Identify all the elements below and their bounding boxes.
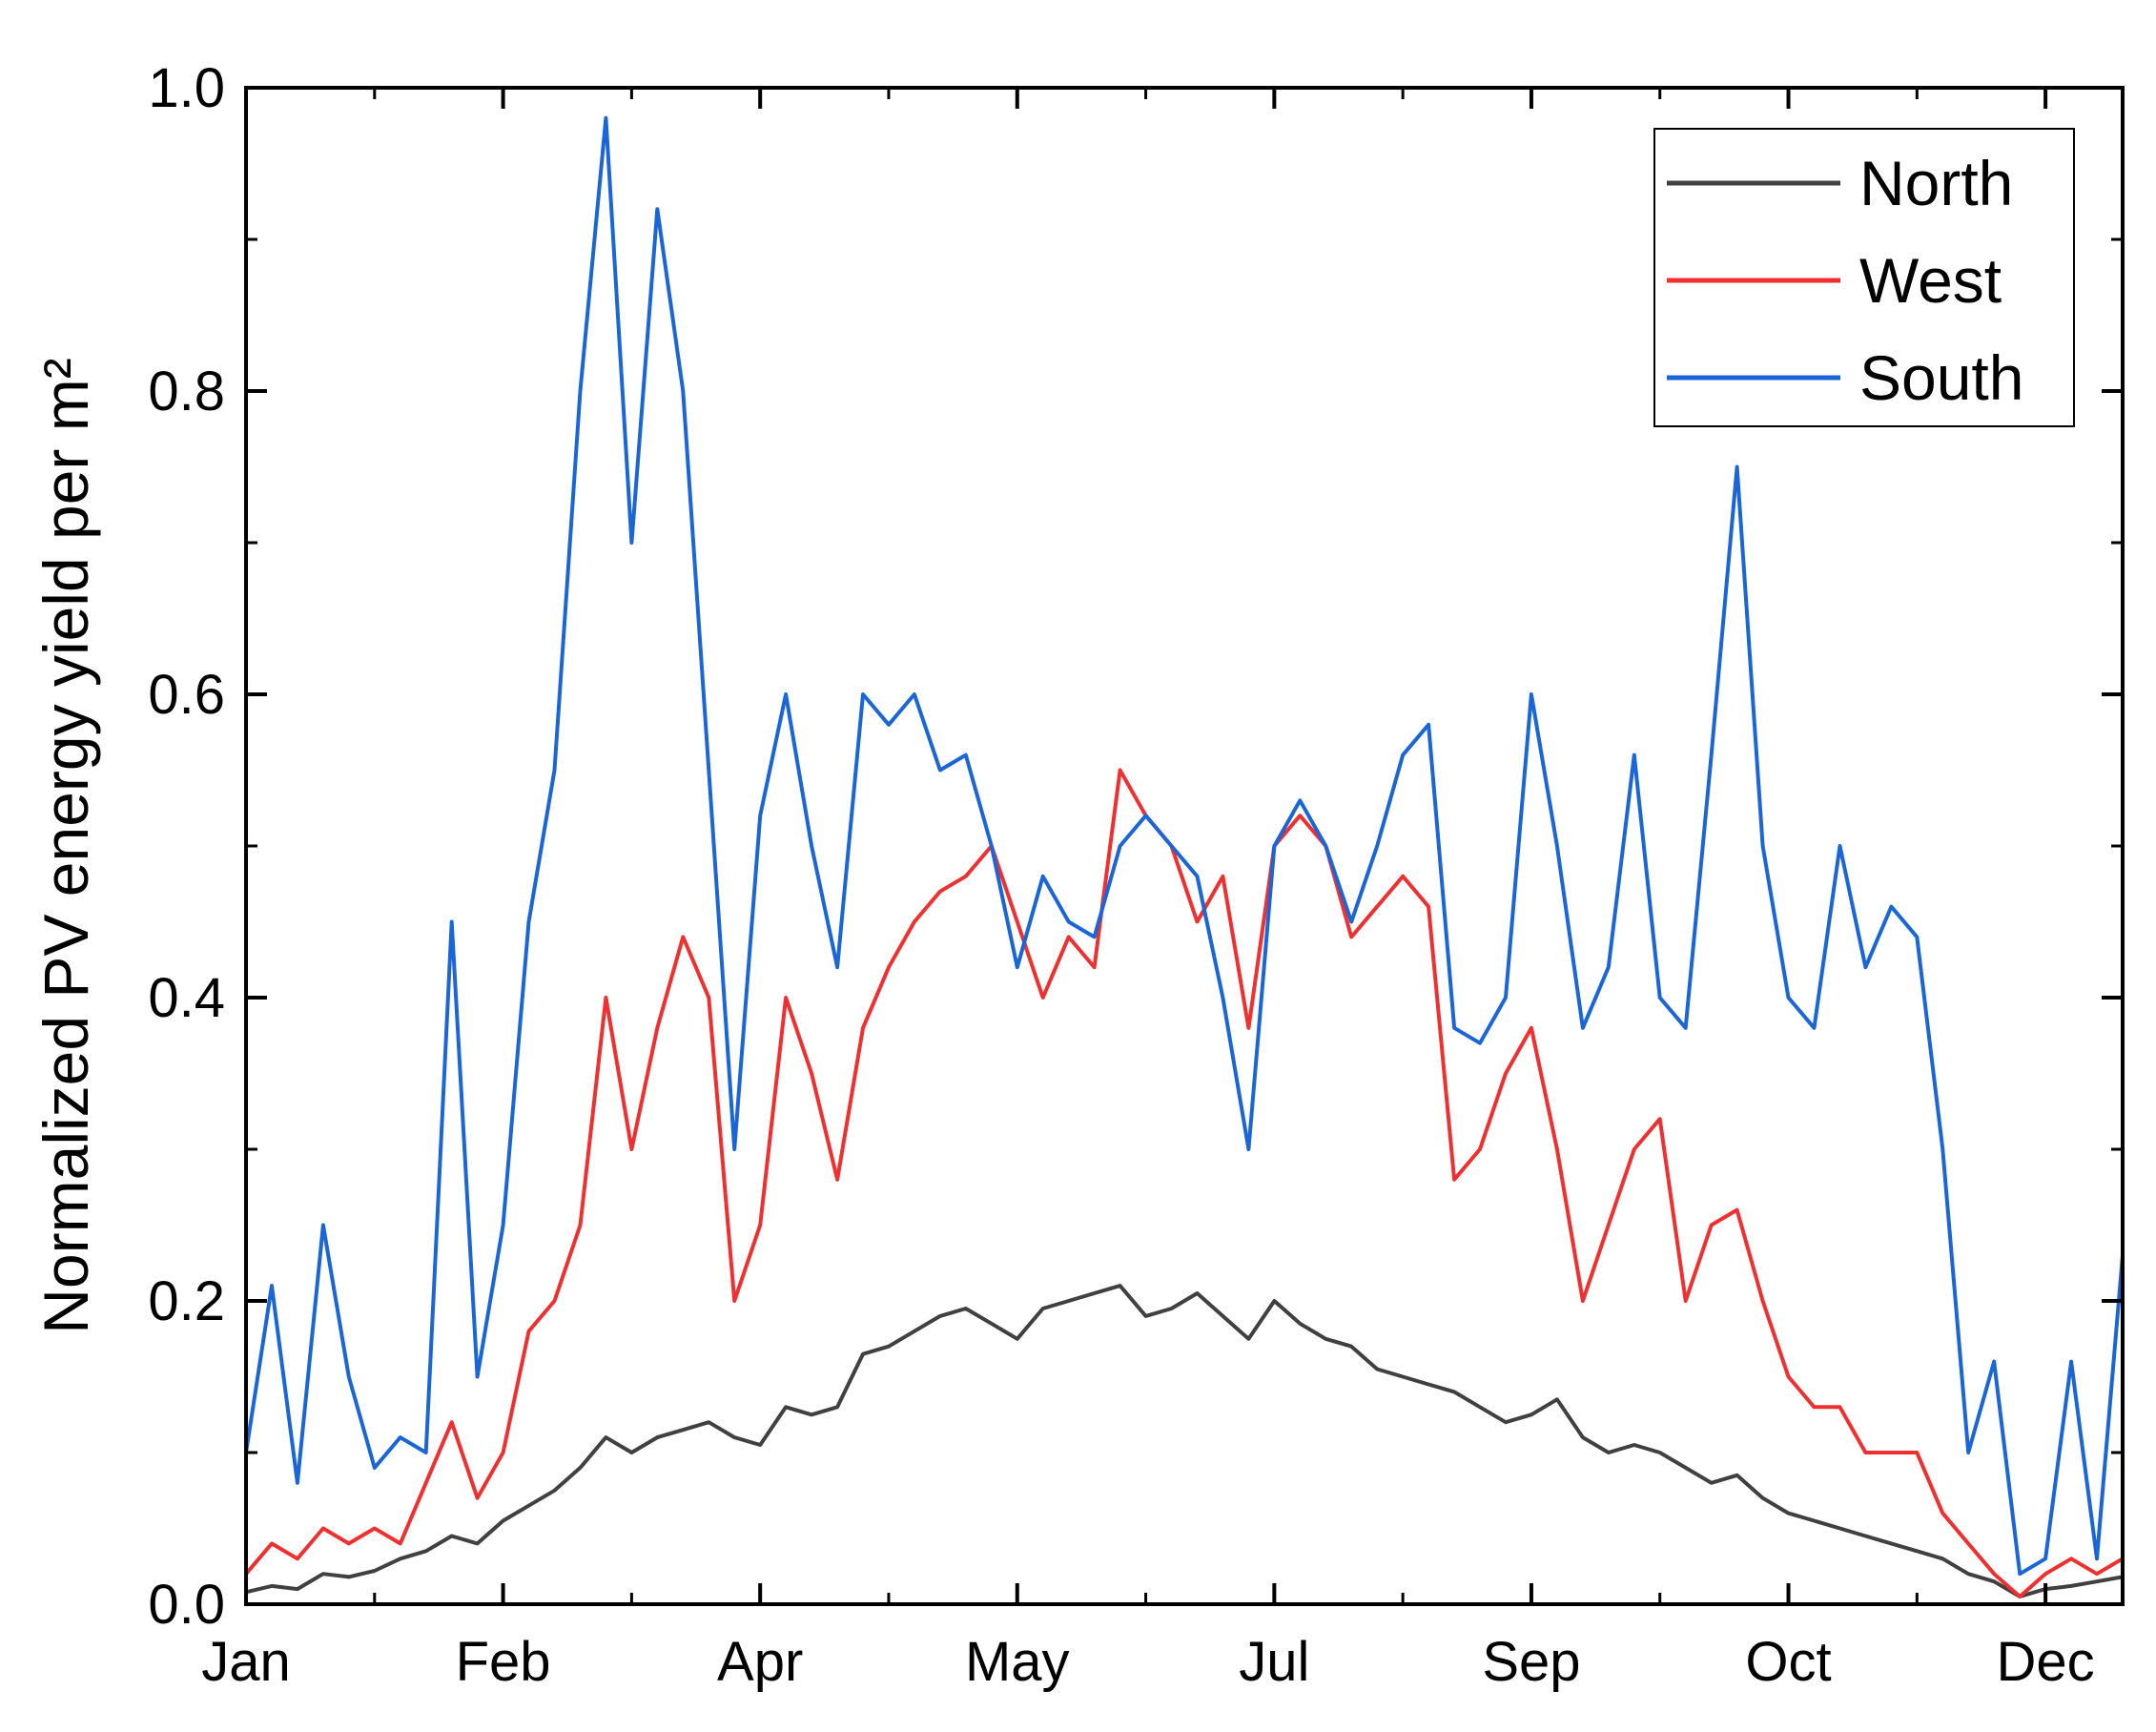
- legend-items: North West South: [1667, 148, 2023, 413]
- legend-label-north: North: [1859, 148, 2013, 218]
- series-lines: [244, 115, 2125, 1598]
- series-line-west: [244, 768, 2125, 1598]
- y-tick-label: 0.4: [148, 967, 225, 1029]
- x-tick-label: Dec: [1997, 1631, 2095, 1693]
- series-line-south: [244, 115, 2125, 1577]
- y-tick-label: 0.0: [148, 1574, 225, 1636]
- x-tick-label: Feb: [456, 1631, 551, 1693]
- x-tick-label: May: [965, 1631, 1070, 1693]
- x-tick-label: Jan: [201, 1631, 291, 1693]
- y-tick-label: 1.0: [148, 57, 225, 119]
- x-tick-label: Oct: [1745, 1631, 1831, 1693]
- legend: North West South: [1653, 128, 2075, 427]
- y-axis-title: Normalized PV energy yield per m²: [31, 358, 101, 1333]
- y-tick-label: 0.6: [148, 664, 225, 726]
- x-tick-label: Apr: [717, 1631, 803, 1693]
- x-tick-label: Jul: [1239, 1631, 1309, 1693]
- legend-label-west: West: [1859, 245, 2002, 316]
- x-tick-label: Sep: [1482, 1631, 1580, 1693]
- series-line-north: [245, 1284, 2124, 1598]
- axis-ticks: 0.0 0.2 0.4 0.6 0.8 1.0 Jan Feb Apr May Jul Sep Oct D…: [148, 57, 2123, 1693]
- y-tick-label: 0.8: [148, 361, 225, 423]
- legend-label-south: South: [1859, 342, 2023, 413]
- y-tick-label: 0.2: [148, 1270, 225, 1332]
